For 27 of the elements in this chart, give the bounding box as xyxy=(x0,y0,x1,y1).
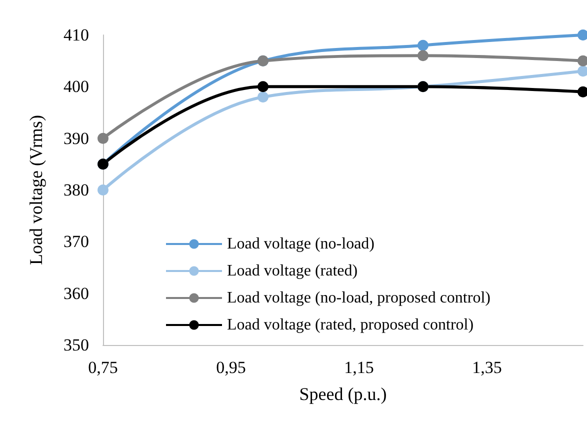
x-tick-label: 0,95 xyxy=(216,358,246,377)
x-tick-label: 0,75 xyxy=(88,358,118,377)
y-tick-label: 350 xyxy=(64,336,89,354)
point xyxy=(578,86,587,98)
point xyxy=(258,92,268,102)
point xyxy=(418,50,428,62)
point xyxy=(98,132,108,144)
legend-label: Load voltage (rated) xyxy=(227,262,358,280)
point xyxy=(578,55,587,66)
y-tick-label: 400 xyxy=(64,77,89,96)
y-axis-title: Load voltage (Vrms) xyxy=(26,115,46,265)
legend-label: Load voltage (no-load, proposed control) xyxy=(227,290,490,306)
y-tick-label: 390 xyxy=(64,128,89,148)
point xyxy=(578,66,587,77)
point xyxy=(98,184,108,196)
point xyxy=(418,40,428,51)
legend-label: Load voltage (rated, proposed control) xyxy=(227,316,474,334)
y-tick-label: 370 xyxy=(64,232,89,252)
y-tick-label: 410 xyxy=(64,26,89,44)
x-tick-label: 1,15 xyxy=(344,358,374,377)
y-tick-label: 360 xyxy=(64,284,89,303)
y-tick-label: 380 xyxy=(64,180,89,200)
legend-label: Load voltage (no-load) xyxy=(227,236,374,252)
x-axis-title: Speed (p.u.) xyxy=(299,384,387,404)
point xyxy=(258,81,268,92)
point xyxy=(578,30,587,40)
x-tick-label: 1,35 xyxy=(472,358,502,377)
